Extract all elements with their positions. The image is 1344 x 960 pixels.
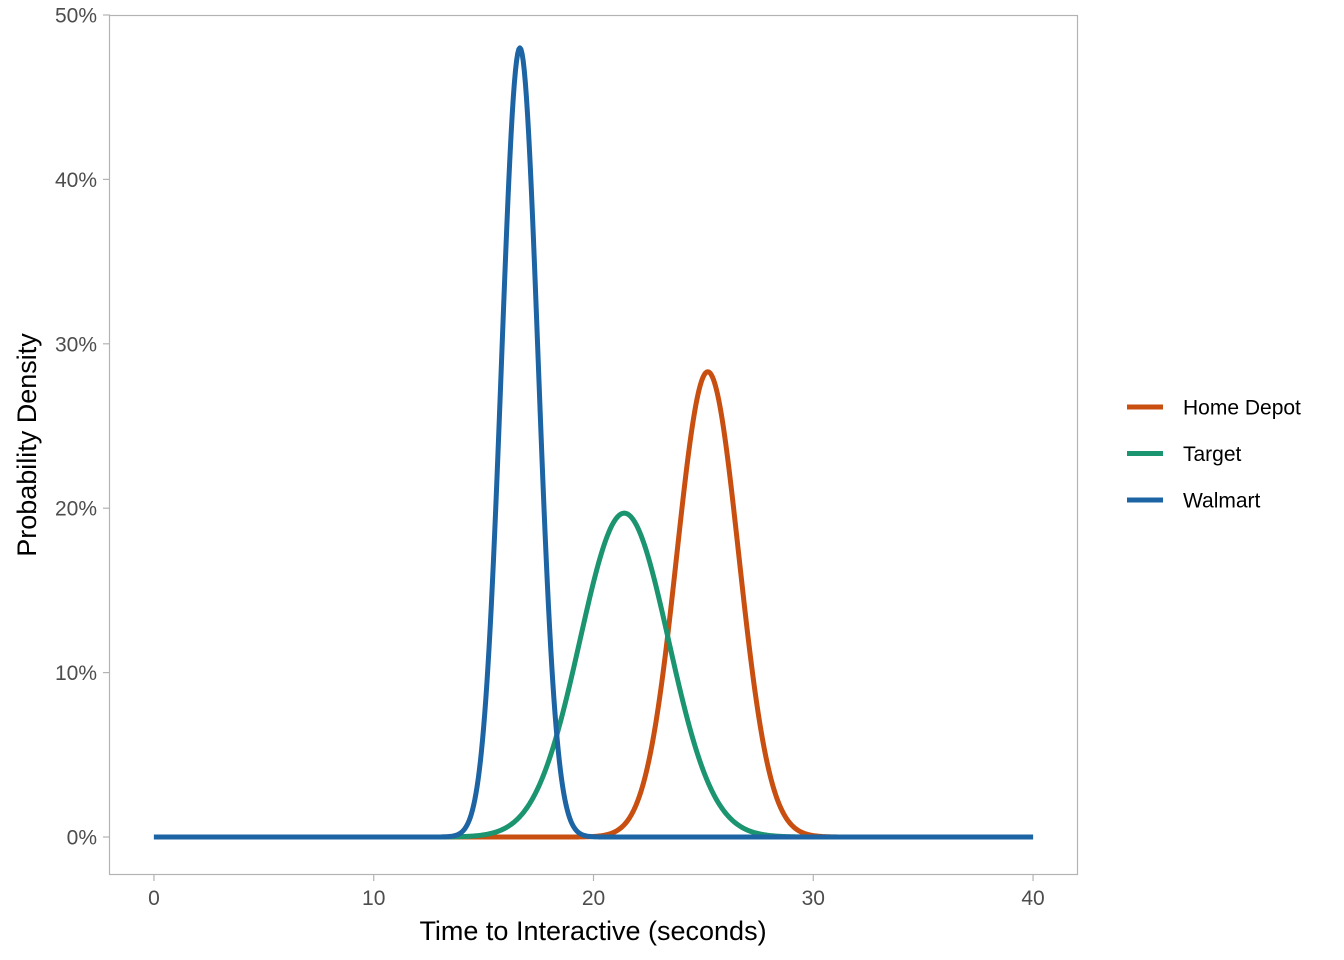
legend: Home Depot Target Walmart [1127, 397, 1301, 513]
y-axis: 0% 10% 20% 30% 40% 50% [55, 5, 110, 850]
legend-label-home-depot: Home Depot [1183, 397, 1301, 420]
legend-label-target: Target [1183, 443, 1242, 466]
x-tick-label: 40 [1021, 887, 1044, 910]
x-tick-label: 10 [362, 887, 385, 910]
y-tick-label: 50% [55, 5, 97, 28]
legend-label-walmart: Walmart [1183, 490, 1261, 513]
plot-panel-border [108, 14, 1079, 876]
series-line-home-depot [152, 369, 1035, 840]
y-tick-label: 40% [55, 169, 97, 192]
y-tick-label: 20% [55, 498, 97, 521]
x-tick-label: 20 [582, 887, 605, 910]
x-axis: 0 10 20 30 40 [148, 874, 1045, 910]
y-axis-title: Probability Density [12, 333, 42, 557]
y-tick-label: 30% [55, 333, 97, 356]
x-axis-title: Time to Interactive (seconds) [419, 916, 766, 946]
y-tick-label: 10% [55, 662, 97, 685]
x-tick-label: 0 [148, 887, 160, 910]
series-lines [152, 45, 1035, 840]
series-line-target [152, 510, 1035, 840]
x-tick-label: 30 [802, 887, 825, 910]
y-tick-label: 0% [67, 827, 97, 850]
series-line-walmart [152, 45, 1035, 840]
